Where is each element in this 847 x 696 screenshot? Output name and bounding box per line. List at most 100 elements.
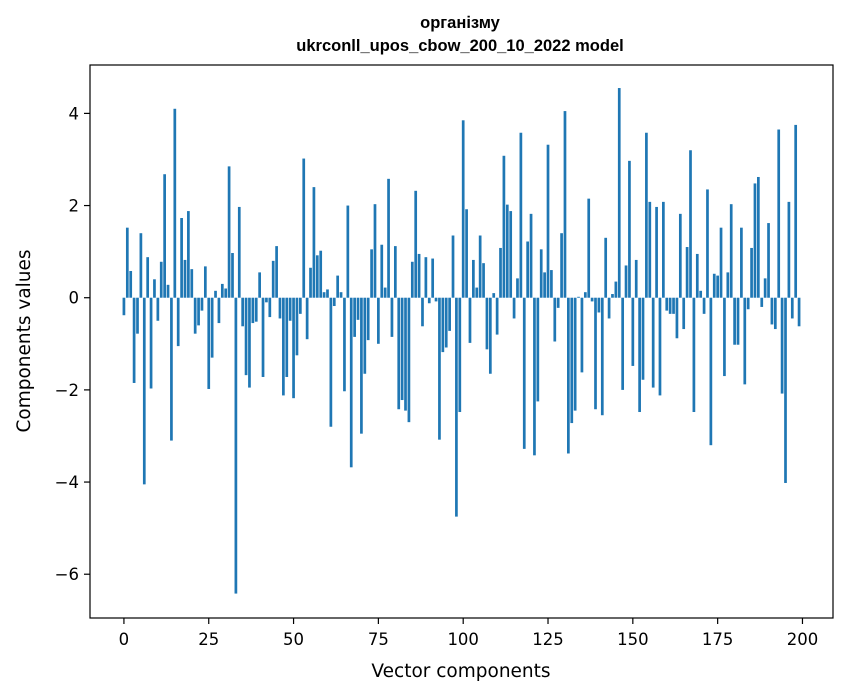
bar (750, 247, 753, 298)
bar (387, 178, 390, 298)
bar (163, 174, 166, 298)
bar (692, 297, 696, 413)
bar (526, 241, 530, 298)
bar (360, 297, 363, 434)
bar (675, 297, 679, 339)
bar (431, 258, 435, 298)
bar (780, 297, 784, 394)
bar (712, 273, 716, 298)
bar (241, 297, 245, 327)
bar (641, 297, 645, 380)
bar (214, 290, 217, 298)
bar (227, 166, 231, 298)
bar (349, 297, 353, 468)
bar (353, 297, 356, 337)
bar (648, 201, 652, 298)
bar (570, 297, 574, 424)
bar (210, 297, 214, 358)
bar (441, 297, 445, 353)
x-tick-label: 25 (198, 630, 219, 649)
bar (203, 266, 207, 298)
bar (366, 297, 370, 341)
bar (611, 294, 614, 298)
bar (655, 206, 658, 298)
bar (468, 297, 472, 343)
bar (797, 297, 801, 327)
bar (746, 297, 750, 310)
bar (292, 297, 295, 399)
bar (220, 283, 224, 298)
bar (288, 297, 292, 321)
bar (546, 144, 550, 298)
bar (383, 287, 387, 298)
y-axis-label: Components values (14, 249, 35, 432)
bar (322, 292, 326, 298)
bar (159, 261, 163, 298)
bar (773, 297, 777, 330)
bar (790, 297, 794, 319)
bar (346, 205, 350, 298)
bar (604, 237, 608, 298)
y-axis: −6 −4 −2 0 2 4 (55, 104, 90, 584)
bar (621, 297, 625, 390)
bar (573, 297, 577, 411)
bar (512, 297, 516, 319)
bar (461, 120, 465, 298)
bar (373, 204, 377, 298)
bar (617, 88, 621, 298)
bar (685, 247, 689, 298)
bar (533, 297, 536, 456)
bar (583, 292, 587, 298)
bar (695, 253, 699, 298)
bar (329, 297, 333, 427)
y-tick-label: −2 (55, 381, 79, 400)
bar (760, 297, 764, 307)
bar (624, 265, 628, 298)
bar (136, 297, 139, 334)
bar (427, 297, 431, 304)
y-tick-label: −4 (55, 473, 79, 492)
bar (536, 297, 540, 402)
bar (716, 275, 719, 298)
y-tick-label: 4 (69, 104, 80, 123)
bar (529, 213, 533, 298)
bar (614, 281, 618, 298)
bar (458, 297, 462, 413)
bar (495, 297, 499, 335)
bar (393, 246, 397, 298)
bar (719, 227, 723, 298)
bar (784, 297, 787, 483)
bar (733, 297, 736, 345)
bar (465, 209, 468, 298)
x-tick-label: 125 (532, 630, 564, 649)
bar (743, 297, 747, 385)
bar (492, 293, 496, 298)
bar (672, 297, 675, 314)
bar (726, 272, 730, 298)
x-tick-label: 0 (119, 630, 130, 649)
bar (455, 297, 458, 517)
bar (421, 297, 424, 327)
bar (234, 297, 238, 594)
bar (187, 211, 190, 298)
bar (309, 267, 312, 298)
bar (380, 244, 384, 298)
bar (261, 297, 265, 377)
bar (282, 297, 285, 396)
bar (597, 297, 601, 313)
bar (699, 290, 703, 298)
bar (662, 201, 665, 298)
plot-frame (89, 64, 834, 619)
bar (472, 259, 475, 298)
bar (763, 278, 767, 298)
bar (343, 297, 346, 392)
bar (556, 297, 560, 308)
bar (488, 297, 492, 374)
bar (736, 297, 740, 345)
bar (298, 297, 302, 314)
bar (122, 297, 126, 316)
bars-group (122, 88, 801, 594)
bar (587, 198, 591, 298)
bar (319, 250, 323, 298)
bar (129, 270, 133, 298)
